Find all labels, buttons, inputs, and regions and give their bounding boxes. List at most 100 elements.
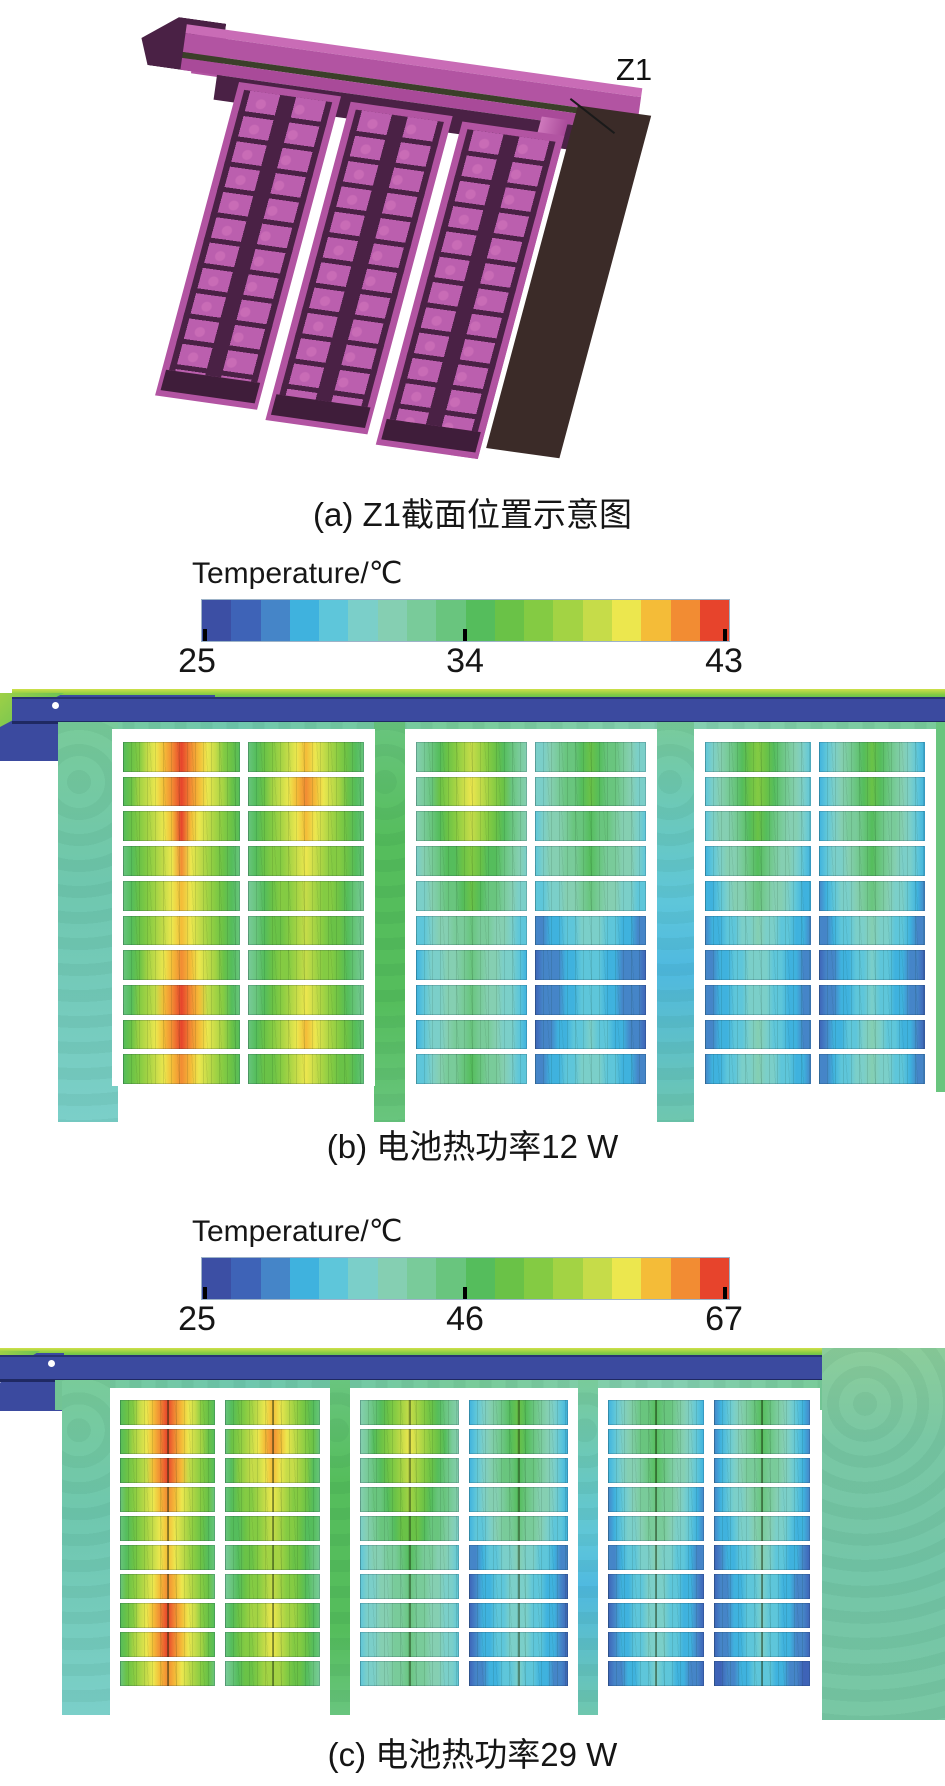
battery-cell — [225, 1516, 320, 1541]
battery-cell — [123, 1019, 240, 1050]
battery-cell — [360, 1632, 459, 1657]
colorbar-segment — [553, 600, 583, 641]
battery-cell — [120, 1661, 215, 1686]
battery-cell — [469, 1632, 568, 1657]
battery-cell — [608, 1545, 704, 1570]
colorbar-segment — [582, 600, 612, 641]
battery-cell — [416, 915, 527, 946]
battery-cell — [469, 1603, 568, 1628]
support-strip-left — [58, 722, 118, 1122]
battery-cell — [360, 1661, 459, 1686]
colorbar-segment — [260, 600, 290, 641]
colorbar-segment — [348, 1258, 378, 1299]
colorbar-segment — [406, 600, 437, 641]
battery-cell — [225, 1574, 320, 1599]
battery-cell — [360, 1603, 459, 1628]
battery-cell — [819, 776, 925, 807]
colorbar-segment — [406, 1258, 437, 1299]
support-strip-mid2 — [657, 722, 694, 1122]
colorbar-segment — [377, 1258, 407, 1299]
support-strip-mid1 — [374, 722, 405, 1122]
colorbar-segment — [319, 600, 349, 641]
battery-cell — [360, 1545, 459, 1570]
colorbar-segment — [582, 1258, 612, 1299]
module-frame-2 — [405, 729, 657, 1086]
battery-cell — [714, 1400, 810, 1425]
battery-cell — [247, 742, 364, 772]
battery-cell-column — [247, 742, 364, 1085]
battery-cell — [705, 880, 811, 911]
battery-cell — [416, 950, 527, 980]
colorbar-segment — [289, 600, 320, 641]
battery-cell — [123, 880, 240, 911]
battery-cell — [608, 1429, 704, 1454]
support-strip-left — [62, 1380, 110, 1715]
battery-cell — [705, 1019, 811, 1050]
colorbar-segment — [524, 1258, 554, 1299]
battery-cell — [120, 1516, 215, 1541]
battery-cell — [416, 776, 527, 807]
cold-plate-bar — [0, 1355, 822, 1382]
battery-cell — [247, 915, 364, 946]
colorbar-segment — [524, 600, 554, 641]
battery-cell — [705, 915, 811, 946]
battery-cell — [705, 811, 811, 842]
colorbar-b: Temperature/℃ 25 34 43 — [0, 556, 945, 686]
battery-cell — [714, 1603, 810, 1628]
battery-cell — [714, 1429, 810, 1454]
battery-cell — [819, 880, 925, 911]
colorbar-tick-mid — [463, 629, 467, 641]
battery-cell — [416, 846, 527, 876]
battery-cell — [714, 1545, 810, 1570]
battery-cell-column — [469, 1400, 568, 1686]
battery-cell — [225, 1458, 320, 1483]
colorbar-c: Temperature/℃ 25 46 67 — [0, 1214, 945, 1344]
battery-cell — [123, 1054, 240, 1085]
battery-cell — [123, 950, 240, 980]
battery-cell — [120, 1632, 215, 1657]
inlet-port-dot — [52, 702, 59, 709]
colorbar-tick-max — [723, 629, 727, 641]
battery-cell-column — [225, 1400, 320, 1686]
battery-cell-column — [608, 1400, 704, 1686]
colorbar-tick-mid — [463, 1287, 467, 1299]
battery-cell — [360, 1458, 459, 1483]
colorbar-segment — [641, 600, 671, 641]
colorbar-segment — [260, 1258, 290, 1299]
contour-plot-29w — [0, 1348, 945, 1720]
battery-cell — [247, 811, 364, 842]
battery-cell — [819, 984, 925, 1015]
battery-cell — [469, 1574, 568, 1599]
battery-cell — [120, 1574, 215, 1599]
colorbar-label-mid: 46 — [446, 1300, 484, 1338]
battery-cell — [819, 1054, 925, 1085]
colorbar-title: Temperature/℃ — [192, 1215, 403, 1248]
battery-cell — [469, 1458, 568, 1483]
battery-cell — [714, 1632, 810, 1657]
module-frame-3 — [694, 729, 936, 1086]
battery-cell — [360, 1487, 459, 1512]
battery-cell — [714, 1487, 810, 1512]
battery-cell — [705, 776, 811, 807]
battery-cell — [225, 1487, 320, 1512]
battery-cell — [247, 846, 364, 876]
colorbar-segment — [289, 1258, 320, 1299]
battery-cell — [714, 1458, 810, 1483]
battery-cell — [416, 1019, 527, 1050]
battery-cell-column — [416, 742, 527, 1085]
battery-cell — [819, 846, 925, 876]
battery-cell — [819, 1019, 925, 1050]
battery-cell — [469, 1487, 568, 1512]
battery-cell — [535, 846, 646, 876]
colorbar-tick-min — [203, 629, 207, 641]
panel-c-caption: (c) 电池热功率29 W — [327, 1736, 618, 1773]
battery-cell — [535, 1054, 646, 1085]
battery-cell — [469, 1400, 568, 1425]
battery-cell — [819, 915, 925, 946]
battery-cell — [360, 1400, 459, 1425]
panel-b-caption: (b) 电池热功率12 W — [326, 1128, 619, 1165]
support-strip-mid2 — [578, 1380, 598, 1715]
colorbar-segment — [670, 1258, 700, 1299]
colorbar-segment — [670, 600, 700, 641]
z1-label: Z1 — [616, 52, 653, 87]
